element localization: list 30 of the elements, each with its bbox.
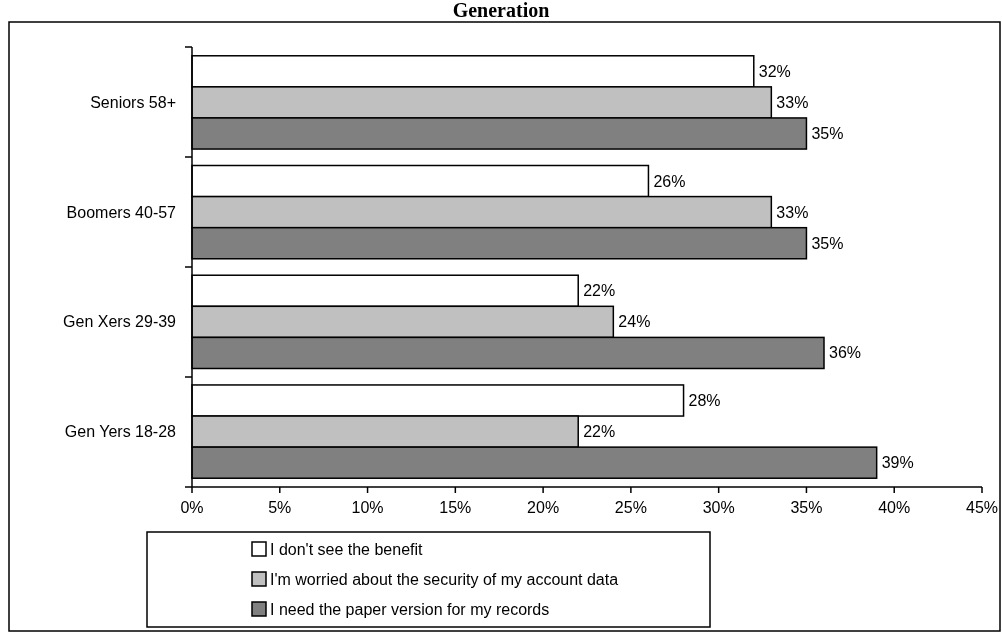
data-label: 35% [811, 125, 844, 142]
x-tick-label: 0% [180, 499, 204, 516]
x-tick-label: 40% [878, 499, 911, 516]
data-label: 32% [758, 62, 791, 80]
data-label: 24% [618, 313, 651, 331]
data-label: 33% [776, 93, 809, 111]
data-label: 26% [653, 172, 686, 190]
x-tick-label: 5% [268, 499, 292, 516]
chart-title: Generation [452, 0, 550, 21]
x-tick-label: 35% [790, 499, 823, 516]
data-label: 39% [881, 454, 914, 472]
data-label: 33% [776, 203, 809, 221]
legend-label: I need the paper version for my records [270, 600, 550, 618]
data-label: 22% [583, 423, 616, 441]
y-tick-label: Gen Xers 29-39 [63, 313, 177, 331]
x-tick-label: 20% [527, 499, 560, 516]
x-tick-label: 10% [351, 499, 384, 516]
x-tick-label: 45% [965, 499, 999, 516]
x-tick-label: 15% [439, 499, 472, 516]
x-tick-label: 25% [614, 499, 647, 516]
y-tick-label: Boomers 40-57 [66, 203, 177, 221]
y-tick-label: Gen Yers 18-28 [64, 423, 177, 441]
data-label: 36% [829, 344, 862, 362]
data-label: 22% [583, 282, 616, 300]
x-tick-label: 30% [702, 499, 735, 516]
legend-label: I don't see the benefit [270, 540, 424, 558]
y-tick-label: Seniors 58+ [90, 93, 176, 111]
data-label: 28% [688, 392, 721, 409]
data-label: 35% [811, 234, 844, 252]
legend-label: I'm worried about the security of my account data [270, 570, 619, 588]
